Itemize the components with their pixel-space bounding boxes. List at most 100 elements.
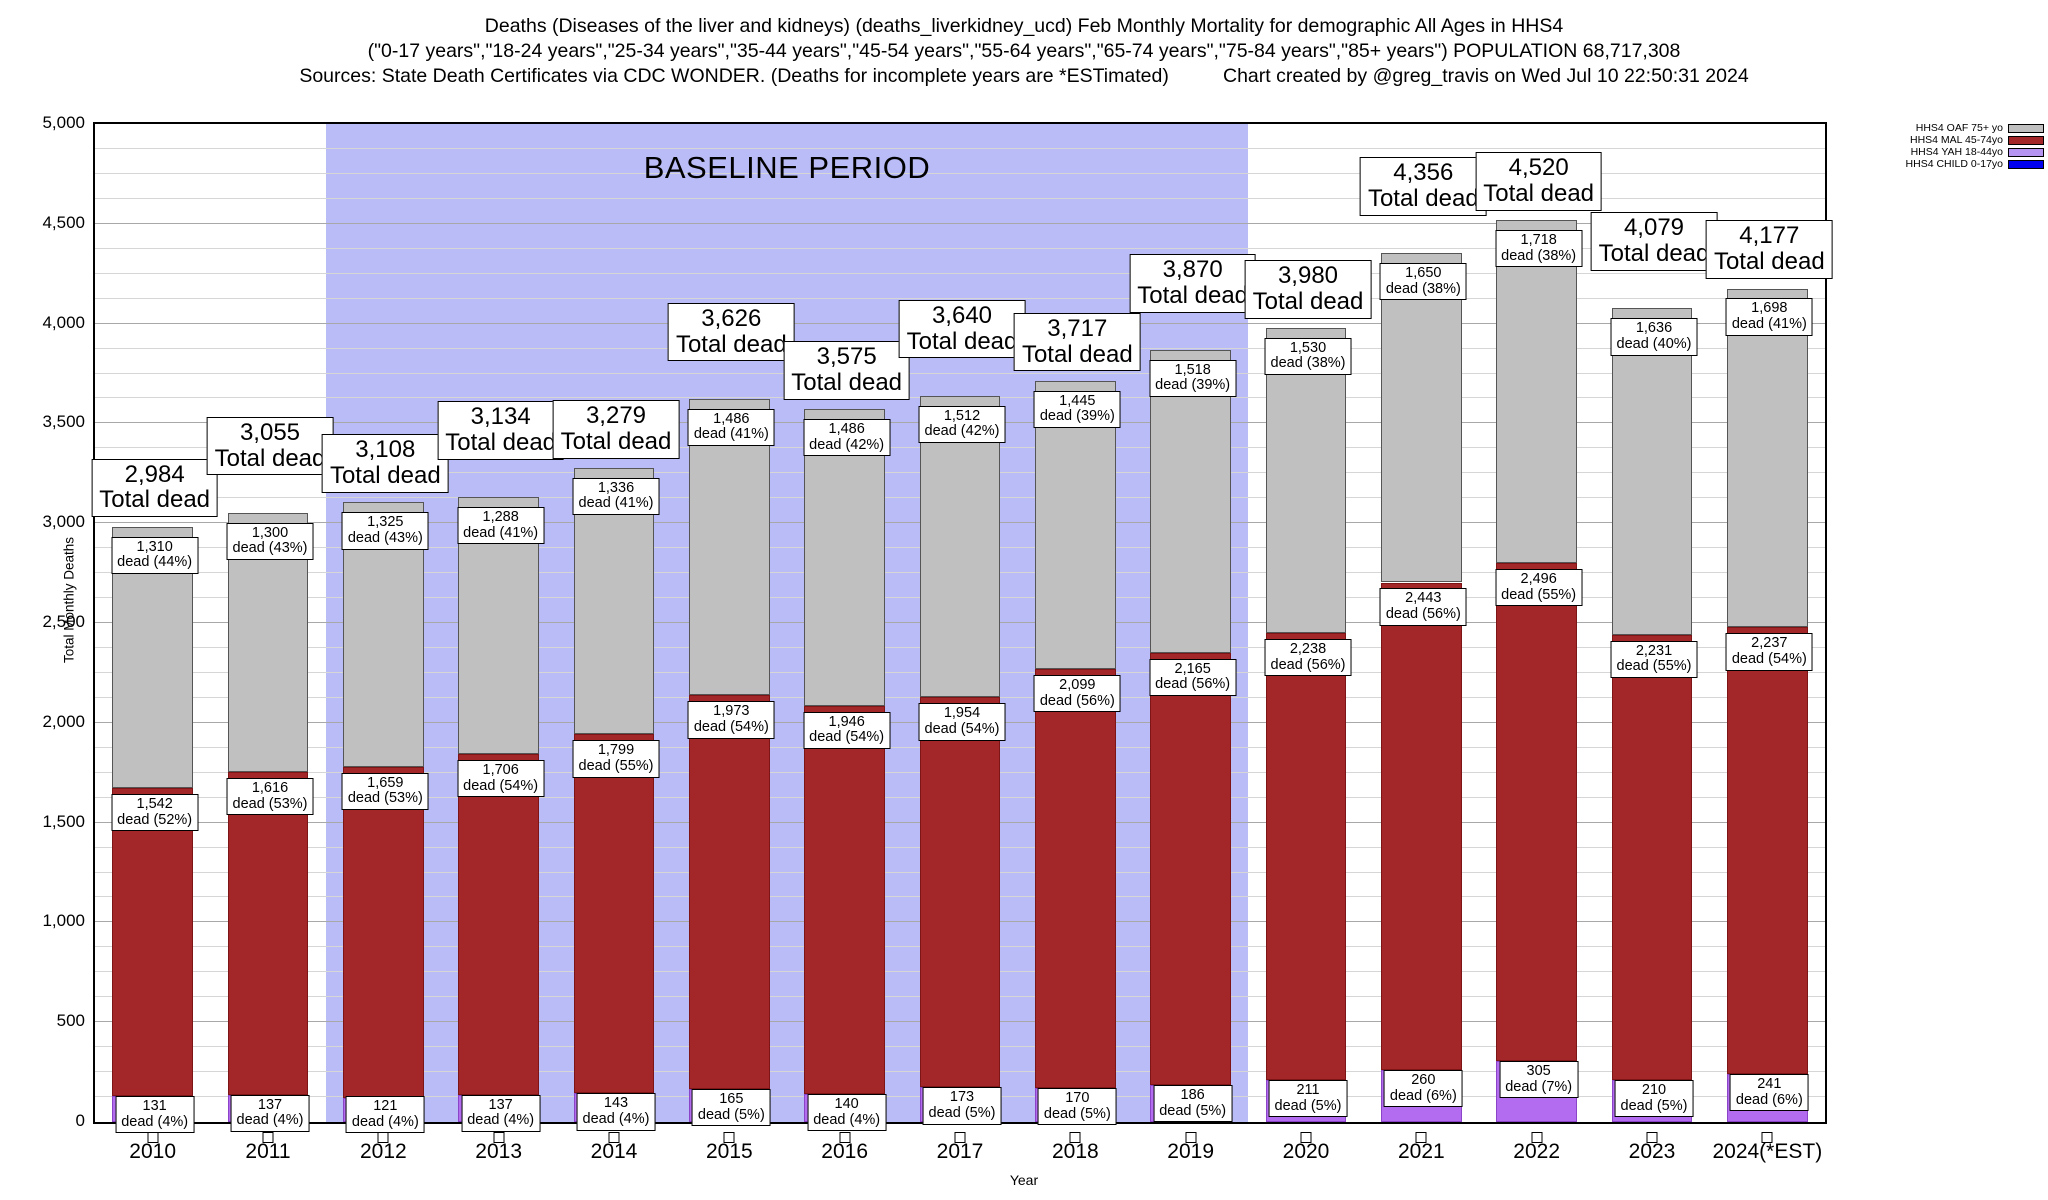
bar-segment-mal-45-74[interactable] (1496, 562, 1578, 1062)
bar-group-2017[interactable] (919, 124, 1001, 1122)
bar-segment-mal-45-74[interactable] (573, 734, 655, 1094)
callout-line-1: 3,640 (931, 301, 993, 329)
y-tick-label: 4,500 (42, 212, 85, 232)
callout-line-2: dead (56%) (1270, 656, 1346, 673)
callout-line-1: 1,616 (251, 780, 289, 797)
callout-line-2: dead (5%) (1620, 1097, 1688, 1114)
gridline-minor (95, 272, 1825, 274)
bar-segment-mal-45-74[interactable] (1380, 582, 1462, 1071)
legend-item-label: HHS4 MAL 45-74yo (1910, 134, 2003, 146)
y-tick-label: 500 (56, 1011, 85, 1031)
callout-line-2: Total dead (1021, 340, 1133, 368)
bar-segment-mal-45-74[interactable] (1611, 634, 1693, 1081)
legend-color-swatch (2008, 147, 2044, 157)
callout-line-1: 1,512 (943, 407, 981, 424)
total-dead-callout-2017: 3,640 Total dead (898, 299, 1026, 359)
yah-callout-2014: 143 dead (4%) (576, 1093, 656, 1131)
x-tick-label-2014: 2014 (590, 1140, 638, 1163)
yah-callout-2017: 173 dead (5%) (922, 1087, 1002, 1125)
gridline-minor (95, 197, 1825, 199)
bar-group-2018[interactable] (1034, 124, 1116, 1122)
callout-line-2: dead (56%) (1385, 606, 1461, 623)
child-series-marker (377, 1132, 389, 1143)
bar-group-2015[interactable] (688, 124, 770, 1122)
callout-line-2: dead (41%) (578, 495, 654, 512)
legend-item-2: HHS4 YAH 18-44yo (1911, 146, 2044, 158)
child-series-marker (723, 1132, 735, 1143)
y-tick-label: 1,000 (42, 911, 85, 931)
mal-callout-2012: 1,659 dead (53%) (341, 772, 429, 811)
legend-item-0: HHS4 OAF 75+ yo (1916, 122, 2044, 134)
callout-line-1: 1,698 (1751, 300, 1788, 317)
y-tick-label: 3,500 (42, 412, 85, 432)
bar-segment-oaf-75plus[interactable] (1496, 220, 1578, 563)
oaf-callout-2012: 1,325 dead (43%) (341, 512, 429, 550)
callout-line-1: 137 (488, 1096, 513, 1113)
bar-segment-mal-45-74[interactable] (227, 772, 309, 1095)
callout-line-2: dead (40%) (1616, 335, 1692, 352)
plot-area: BASELINE PERIOD 2,984 Total dead 1,310 dead… (91, 122, 1833, 1134)
oaf-callout-2019: 1,518 dead (39%) (1149, 359, 1237, 398)
plot-inner: BASELINE PERIOD (95, 124, 1825, 1122)
y-axis-title: Total Monthly Deaths (61, 536, 77, 664)
bar-group-2014[interactable] (573, 124, 655, 1122)
yah-callout-2021: 260 dead (6%) (1383, 1070, 1463, 1108)
bar-group-2016[interactable] (804, 124, 886, 1122)
bar-segment-mal-45-74[interactable] (1034, 669, 1116, 1089)
bar-segment-oaf-75plus[interactable] (1726, 288, 1808, 628)
total-dead-callout-2018: 3,717 Total dead (1013, 312, 1141, 372)
child-series-marker (608, 1132, 620, 1143)
bar-group-2022[interactable] (1496, 124, 1578, 1122)
bar-segment-oaf-75plus[interactable] (1265, 327, 1347, 634)
bar-segment-mal-45-74[interactable] (1150, 652, 1232, 1085)
legend-color-swatch (2008, 123, 2044, 133)
callout-line-1: 2,496 (1520, 570, 1557, 587)
y-tick-label: 2,000 (42, 711, 85, 731)
callout-line-2: dead (41%) (463, 524, 539, 541)
callout-line-2: Total dead (1367, 185, 1479, 213)
mal-callout-2013: 1,706 dead (54%) (457, 760, 545, 798)
bar-segment-mal-45-74[interactable] (1726, 627, 1808, 1074)
callout-line-1: 1,650 (1405, 265, 1442, 282)
yah-callout-2011: 137 dead (4%) (230, 1094, 310, 1132)
bar-group-2012[interactable] (342, 124, 424, 1122)
bar-segment-mal-45-74[interactable] (458, 754, 540, 1095)
bar-segment-oaf-75plus[interactable] (1150, 349, 1232, 653)
bar-segment-mal-45-74[interactable] (919, 697, 1001, 1088)
bar-group-2013[interactable] (458, 124, 540, 1122)
bar-group-2024EST[interactable] (1726, 124, 1808, 1122)
x-tick-label-2011: 2011 (245, 1140, 291, 1163)
callout-line-2: dead (6%) (1735, 1091, 1803, 1108)
bar-group-2010[interactable] (112, 124, 194, 1122)
bar-segment-oaf-75plus[interactable] (688, 398, 770, 696)
callout-line-2: dead (39%) (1039, 408, 1115, 425)
bar-group-2023[interactable] (1611, 124, 1693, 1122)
bar-segment-oaf-75plus[interactable] (804, 409, 886, 706)
callout-line-1: 140 (834, 1096, 859, 1113)
yah-callout-2013: 137 dead (4%) (461, 1094, 541, 1132)
bar-segment-mal-45-74[interactable] (1265, 633, 1347, 1080)
chart-title-line-1: Deaths (Diseases of the liver and kidney… (484, 15, 1564, 37)
callout-line-2: dead (43%) (232, 540, 308, 557)
bar-segment-oaf-75plus[interactable] (1034, 380, 1116, 670)
bar-segment-oaf-75plus[interactable] (1380, 253, 1462, 583)
yah-callout-2010: 131 dead (4%) (115, 1095, 195, 1134)
callout-line-1: 3,980 (1277, 261, 1339, 289)
callout-line-1: 3,108 (355, 436, 416, 464)
bar-group-2020[interactable] (1265, 124, 1347, 1122)
bar-segment-oaf-75plus[interactable] (919, 395, 1001, 698)
callout-line-1: 121 (373, 1098, 398, 1114)
callout-line-1: 1,530 (1289, 339, 1327, 356)
bar-segment-mal-45-74[interactable] (112, 788, 194, 1096)
callout-line-2: Total dead (675, 330, 787, 358)
total-dead-callout-2019: 3,870 Total dead (1129, 253, 1257, 313)
callout-line-2: dead (52%) (117, 811, 193, 828)
bar-segment-mal-45-74[interactable] (804, 705, 886, 1095)
bar-segment-mal-45-74[interactable] (688, 695, 770, 1090)
bar-group-2011[interactable] (227, 124, 309, 1122)
legend-item-3: HHS4 CHILD 0-17yo (1906, 158, 2044, 170)
bar-segment-mal-45-74[interactable] (342, 766, 424, 1098)
bar-segment-oaf-75plus[interactable] (1611, 308, 1693, 635)
yah-callout-2012: 121 dead (4%) (345, 1096, 425, 1134)
callout-line-1: 2,237 (1751, 635, 1788, 652)
